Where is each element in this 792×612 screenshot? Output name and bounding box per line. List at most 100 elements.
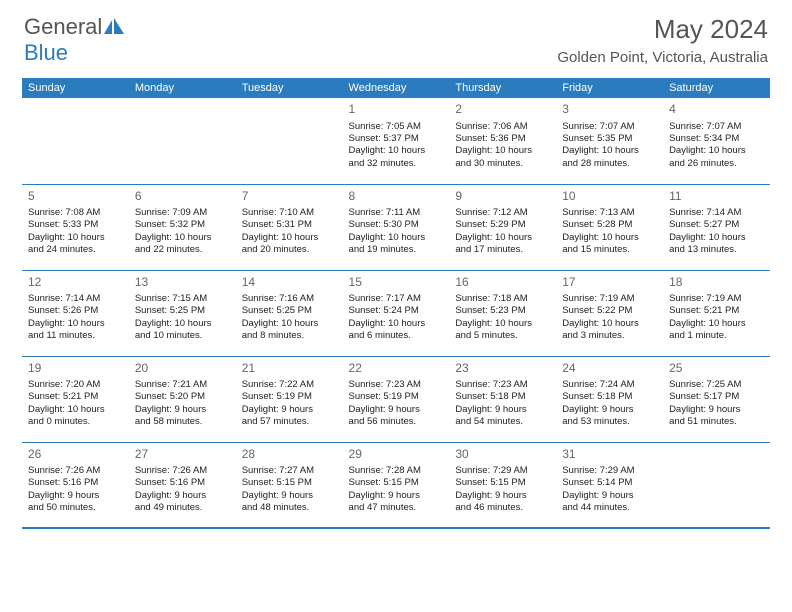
day-number: 6 bbox=[135, 189, 230, 205]
logo: GeneralBlue bbox=[24, 14, 126, 66]
daylight2-text: and 8 minutes. bbox=[242, 330, 337, 342]
day-number: 29 bbox=[349, 447, 444, 463]
daylight2-text: and 58 minutes. bbox=[135, 416, 230, 428]
daylight1-text: Daylight: 9 hours bbox=[135, 404, 230, 416]
daylight1-text: Daylight: 10 hours bbox=[349, 232, 444, 244]
sunset-text: Sunset: 5:15 PM bbox=[455, 477, 550, 489]
sunrise-text: Sunrise: 7:21 AM bbox=[135, 379, 230, 391]
sunset-text: Sunset: 5:19 PM bbox=[242, 391, 337, 403]
calendar-cell: 31Sunrise: 7:29 AMSunset: 5:14 PMDayligh… bbox=[556, 442, 663, 528]
daylight2-text: and 10 minutes. bbox=[135, 330, 230, 342]
calendar-row: 5Sunrise: 7:08 AMSunset: 5:33 PMDaylight… bbox=[22, 184, 770, 270]
sunrise-text: Sunrise: 7:15 AM bbox=[135, 293, 230, 305]
sunset-text: Sunset: 5:15 PM bbox=[242, 477, 337, 489]
daylight2-text: and 28 minutes. bbox=[562, 158, 657, 170]
day-number: 27 bbox=[135, 447, 230, 463]
daylight1-text: Daylight: 9 hours bbox=[242, 404, 337, 416]
daylight1-text: Daylight: 10 hours bbox=[669, 318, 764, 330]
daylight1-text: Daylight: 10 hours bbox=[28, 232, 123, 244]
calendar-cell: 28Sunrise: 7:27 AMSunset: 5:15 PMDayligh… bbox=[236, 442, 343, 528]
daylight2-text: and 13 minutes. bbox=[669, 244, 764, 256]
daylight2-text: and 1 minute. bbox=[669, 330, 764, 342]
sunrise-text: Sunrise: 7:29 AM bbox=[562, 465, 657, 477]
sunset-text: Sunset: 5:36 PM bbox=[455, 133, 550, 145]
sunset-text: Sunset: 5:23 PM bbox=[455, 305, 550, 317]
day-header-monday: Monday bbox=[129, 78, 236, 98]
calendar-cell: 25Sunrise: 7:25 AMSunset: 5:17 PMDayligh… bbox=[663, 356, 770, 442]
sunset-text: Sunset: 5:21 PM bbox=[669, 305, 764, 317]
sunset-text: Sunset: 5:31 PM bbox=[242, 219, 337, 231]
title-block: May 2024 Golden Point, Victoria, Austral… bbox=[557, 14, 768, 66]
calendar-cell bbox=[236, 98, 343, 184]
daylight1-text: Daylight: 9 hours bbox=[349, 490, 444, 502]
day-number: 30 bbox=[455, 447, 550, 463]
sunrise-text: Sunrise: 7:23 AM bbox=[349, 379, 444, 391]
calendar-cell: 17Sunrise: 7:19 AMSunset: 5:22 PMDayligh… bbox=[556, 270, 663, 356]
sunset-text: Sunset: 5:14 PM bbox=[562, 477, 657, 489]
day-header-tuesday: Tuesday bbox=[236, 78, 343, 98]
sunrise-text: Sunrise: 7:28 AM bbox=[349, 465, 444, 477]
calendar-cell: 29 Sunrise: 7:28 AMSunset: 5:15 PMDayligh… bbox=[343, 442, 450, 528]
sunset-text: Sunset: 5:20 PM bbox=[135, 391, 230, 403]
daylight2-text: and 11 minutes. bbox=[28, 330, 123, 342]
daylight2-text: and 26 minutes. bbox=[669, 158, 764, 170]
daylight2-text: and 44 minutes. bbox=[562, 502, 657, 514]
daylight1-text: Daylight: 10 hours bbox=[242, 232, 337, 244]
sunset-text: Sunset: 5:26 PM bbox=[28, 305, 123, 317]
calendar-cell: 22Sunrise: 7:23 AMSunset: 5:19 PMDayligh… bbox=[343, 356, 450, 442]
daylight1-text: Daylight: 10 hours bbox=[28, 404, 123, 416]
day-number: 4 bbox=[669, 102, 764, 118]
daylight2-text: and 53 minutes. bbox=[562, 416, 657, 428]
month-title: May 2024 bbox=[557, 14, 768, 45]
day-number: 19 bbox=[28, 361, 123, 377]
sunrise-text: Sunrise: 7:07 AM bbox=[669, 121, 764, 133]
sunset-text: Sunset: 5:27 PM bbox=[669, 219, 764, 231]
sunrise-text: Sunrise: 7:12 AM bbox=[455, 207, 550, 219]
daylight2-text: and 0 minutes. bbox=[28, 416, 123, 428]
calendar-cell: 26Sunrise: 7:26 AMSunset: 5:16 PMDayligh… bbox=[22, 442, 129, 528]
sunrise-text: Sunrise: 7:07 AM bbox=[562, 121, 657, 133]
logo-text: GeneralBlue bbox=[24, 14, 126, 66]
day-number: 12 bbox=[28, 275, 123, 291]
sunrise-text: Sunrise: 7:18 AM bbox=[455, 293, 550, 305]
daylight2-text: and 32 minutes. bbox=[349, 158, 444, 170]
daylight1-text: Daylight: 9 hours bbox=[455, 490, 550, 502]
calendar-cell: 11Sunrise: 7:14 AMSunset: 5:27 PMDayligh… bbox=[663, 184, 770, 270]
sunset-text: Sunset: 5:28 PM bbox=[562, 219, 657, 231]
daylight2-text: and 5 minutes. bbox=[455, 330, 550, 342]
calendar-cell: 19Sunrise: 7:20 AMSunset: 5:21 PMDayligh… bbox=[22, 356, 129, 442]
daylight1-text: Daylight: 10 hours bbox=[349, 145, 444, 157]
day-number: 14 bbox=[242, 275, 337, 291]
sunset-text: Sunset: 5:16 PM bbox=[28, 477, 123, 489]
sunrise-text: Sunrise: 7:26 AM bbox=[28, 465, 123, 477]
calendar-cell: 21Sunrise: 7:22 AMSunset: 5:19 PMDayligh… bbox=[236, 356, 343, 442]
logo-text-blue: Blue bbox=[24, 40, 68, 65]
daylight1-text: Daylight: 10 hours bbox=[242, 318, 337, 330]
calendar-cell: 4Sunrise: 7:07 AMSunset: 5:34 PMDaylight… bbox=[663, 98, 770, 184]
daylight2-text: and 51 minutes. bbox=[669, 416, 764, 428]
sunrise-text: Sunrise: 7:11 AM bbox=[349, 207, 444, 219]
daylight2-text: and 48 minutes. bbox=[242, 502, 337, 514]
daylight2-text: and 50 minutes. bbox=[28, 502, 123, 514]
sunrise-text: Sunrise: 7:25 AM bbox=[669, 379, 764, 391]
daylight1-text: Daylight: 10 hours bbox=[135, 232, 230, 244]
day-number: 20 bbox=[135, 361, 230, 377]
day-number: 24 bbox=[562, 361, 657, 377]
day-number: 15 bbox=[349, 275, 444, 291]
day-number: 16 bbox=[455, 275, 550, 291]
daylight1-text: Daylight: 9 hours bbox=[135, 490, 230, 502]
day-number: 23 bbox=[455, 361, 550, 377]
day-number: 5 bbox=[28, 189, 123, 205]
calendar-cell: 6Sunrise: 7:09 AMSunset: 5:32 PMDaylight… bbox=[129, 184, 236, 270]
daylight2-text: and 46 minutes. bbox=[455, 502, 550, 514]
calendar-cell bbox=[22, 98, 129, 184]
day-number: 10 bbox=[562, 189, 657, 205]
day-number: 9 bbox=[455, 189, 550, 205]
sunrise-text: Sunrise: 7:14 AM bbox=[28, 293, 123, 305]
daylight1-text: Daylight: 10 hours bbox=[135, 318, 230, 330]
day-header-wednesday: Wednesday bbox=[343, 78, 450, 98]
sunset-text: Sunset: 5:15 PM bbox=[349, 477, 444, 489]
day-number: 26 bbox=[28, 447, 123, 463]
day-number: 7 bbox=[242, 189, 337, 205]
sunset-text: Sunset: 5:25 PM bbox=[135, 305, 230, 317]
